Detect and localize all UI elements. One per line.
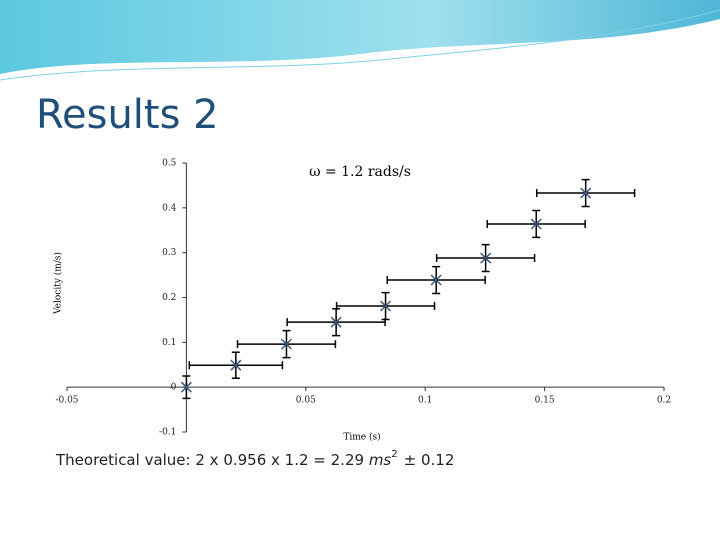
formula: Theoretical value: 2 x 0.956 x 1.2 = 2.2…: [55, 451, 364, 469]
y-tick-label: 0: [171, 383, 177, 393]
slide-title: Results 2: [36, 92, 219, 138]
header-line: [0, 9, 720, 81]
annotation: ω = 1.2 rads/s: [309, 164, 411, 180]
point: [330, 316, 342, 328]
x-axis-label: Time (s): [343, 432, 380, 443]
point: [480, 252, 492, 264]
point: [230, 359, 242, 371]
y-tick-label: 0.2: [162, 293, 176, 303]
unit-power: 2: [391, 449, 397, 460]
y-tick-label: 0.4: [162, 203, 177, 213]
x-tick-label: 0.15: [535, 396, 555, 406]
point: [280, 338, 292, 350]
tolerance: ± 0.12: [404, 451, 455, 469]
formula-text: Theoretical value: 2 x 0.956 x 1.2 = 2.2…: [55, 449, 454, 469]
y-tick-label: 0.1: [162, 338, 176, 348]
x-tick-label: 0.05: [296, 396, 316, 406]
point: [380, 300, 392, 312]
point: [580, 187, 592, 199]
x-tick-label: 0.2: [657, 396, 671, 406]
y-axis-label: Velocity (m/s): [53, 252, 64, 315]
y-tick-label: 0.3: [162, 248, 177, 258]
point: [530, 218, 542, 230]
y-tick-label: 0.5: [162, 159, 177, 169]
x-tick-label: -0.05: [55, 396, 78, 406]
header-line: [0, 19, 720, 76]
x-tick-label: 0.1: [418, 396, 432, 406]
header-wave: [0, 0, 720, 75]
y-tick-label: -0.1: [159, 428, 176, 438]
unit: ms: [369, 451, 392, 469]
point: [180, 381, 192, 393]
point: [430, 274, 442, 286]
